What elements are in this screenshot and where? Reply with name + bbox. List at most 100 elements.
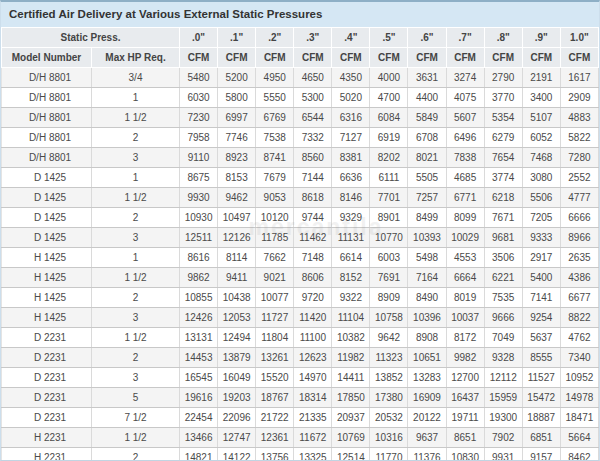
cfm-cell: 5822 [560,128,598,148]
cfm-cell: 15520 [256,368,294,388]
table-row: H 14251 1/298629411902186068152769171646… [2,268,599,288]
cfm-cell: 13852 [370,368,408,388]
hp-cell: 3/4 [92,68,180,88]
hp-cell: 3 [92,308,180,328]
cfm-cell: 2191 [522,68,560,88]
cfm-cell: 3631 [408,68,446,88]
cfm-cell: 5498 [408,248,446,268]
cfm-cell: 13756 [256,448,294,461]
cfm-cell: 11104 [332,308,370,328]
cfm-cell: 8923 [218,148,256,168]
cfm-cell: 14122 [218,448,256,461]
cfm-cell: 10952 [560,368,598,388]
pressure-header: .8" [484,28,522,48]
cfm-cell: 14978 [560,388,598,408]
cfm-cell: 10497 [218,208,256,228]
cfm-cell: 6664 [446,268,484,288]
cfm-cell: 12126 [218,228,256,248]
cfm-cell: 20122 [408,408,446,428]
cfm-cell: 8555 [522,348,560,368]
cfm-cell: 11770 [370,448,408,461]
model-cell: D 2231 [2,388,92,408]
cfm-cell: 8901 [370,208,408,228]
cfm-cell: 16545 [180,368,218,388]
cfm-cell: 10382 [332,328,370,348]
cfm-cell: 8019 [446,288,484,308]
cfm-cell: 6003 [370,248,408,268]
cfm-cell: 8909 [370,288,408,308]
cfm-cell: 11804 [256,328,294,348]
cfm-cell: 9681 [484,228,522,248]
cfm-cell: 18767 [256,388,294,408]
cfm-cell: 14970 [294,368,332,388]
model-cell: H 1425 [2,288,92,308]
model-cell: H 2231 [2,428,92,448]
cfm-cell: 6316 [332,108,370,128]
cfm-unit-header: CFM [560,48,598,68]
cfm-cell: 6084 [370,108,408,128]
cfm-cell: 8822 [560,308,598,328]
table-header: Static Press..0".1".2".3".4".5".6".7".8"… [2,28,599,68]
cfm-cell: 7538 [256,128,294,148]
cfm-cell: 12514 [332,448,370,461]
cfm-cell: 5020 [332,88,370,108]
cfm-cell: 5400 [522,268,560,288]
cfm-cell: 10830 [446,448,484,461]
cfm-cell: 20937 [332,408,370,428]
table-row: D 14253125111212611785114621113110770103… [2,228,599,248]
cfm-unit-header: CFM [256,48,294,68]
cfm-cell: 6030 [180,88,218,108]
cfm-cell: 10316 [370,428,408,448]
cfm-cell: 7902 [484,428,522,448]
table-row: D/H 880127958774675387332712769196708649… [2,128,599,148]
cfm-cell: 8462 [560,448,598,461]
cfm-cell: 11785 [256,228,294,248]
cfm-cell: 7679 [256,168,294,188]
table-row: D/H 880139110892387418560838182028021783… [2,148,599,168]
cfm-cell: 7127 [332,128,370,148]
cfm-cell: 5354 [484,108,522,128]
pressure-header: .1" [218,28,256,48]
cfm-cell: 7701 [370,188,408,208]
pressure-header: .5" [370,28,408,48]
cfm-cell: 10769 [332,428,370,448]
hp-cell: 1 1/2 [92,328,180,348]
table-row: D 14252109301049710120974493298901849980… [2,208,599,228]
model-cell: D 1425 [2,168,92,188]
cfm-unit-header: CFM [484,48,522,68]
cfm-cell: 4883 [560,108,598,128]
cfm-cell: 6851 [522,428,560,448]
cfm-cell: 8741 [256,148,294,168]
hp-cell: 2 [92,128,180,148]
cfm-cell: 8651 [446,428,484,448]
cfm-cell: 11131 [332,228,370,248]
cfm-cell: 10770 [370,228,408,248]
table-row: H 14253124261205311727114201110410758103… [2,308,599,328]
cfm-cell: 7144 [294,168,332,188]
cfm-cell: 10758 [370,308,408,328]
cfm-cell: 8675 [180,168,218,188]
hp-cell: 3 [92,228,180,248]
cfm-cell: 8202 [370,148,408,168]
cfm-cell: 4075 [446,88,484,108]
page-title: Certified Air Delivery at Various Extern… [1,2,599,27]
cfm-cell: 9666 [484,308,522,328]
cfm-cell: 5664 [560,428,598,448]
cfm-cell: 6997 [218,108,256,128]
cfm-cell: 12053 [218,308,256,328]
cfm-cell: 13466 [180,428,218,448]
cfm-cell: 7340 [560,348,598,368]
model-cell: H 2231 [2,448,92,461]
table-row: H 22312148211412213756133251251411770113… [2,448,599,461]
cfm-cell: 6544 [294,108,332,128]
table-row: D 22315196161920318767183141785017380169… [2,388,599,408]
cfm-cell: 10855 [180,288,218,308]
cfm-cell: 7662 [256,248,294,268]
cfm-cell: 9329 [332,208,370,228]
pressure-header: .2" [256,28,294,48]
model-cell: D 1425 [2,228,92,248]
cfm-cell: 4950 [256,68,294,88]
cfm-cell: 4777 [560,188,598,208]
cfm-cell: 14821 [180,448,218,461]
hp-cell: 1 1/2 [92,268,180,288]
